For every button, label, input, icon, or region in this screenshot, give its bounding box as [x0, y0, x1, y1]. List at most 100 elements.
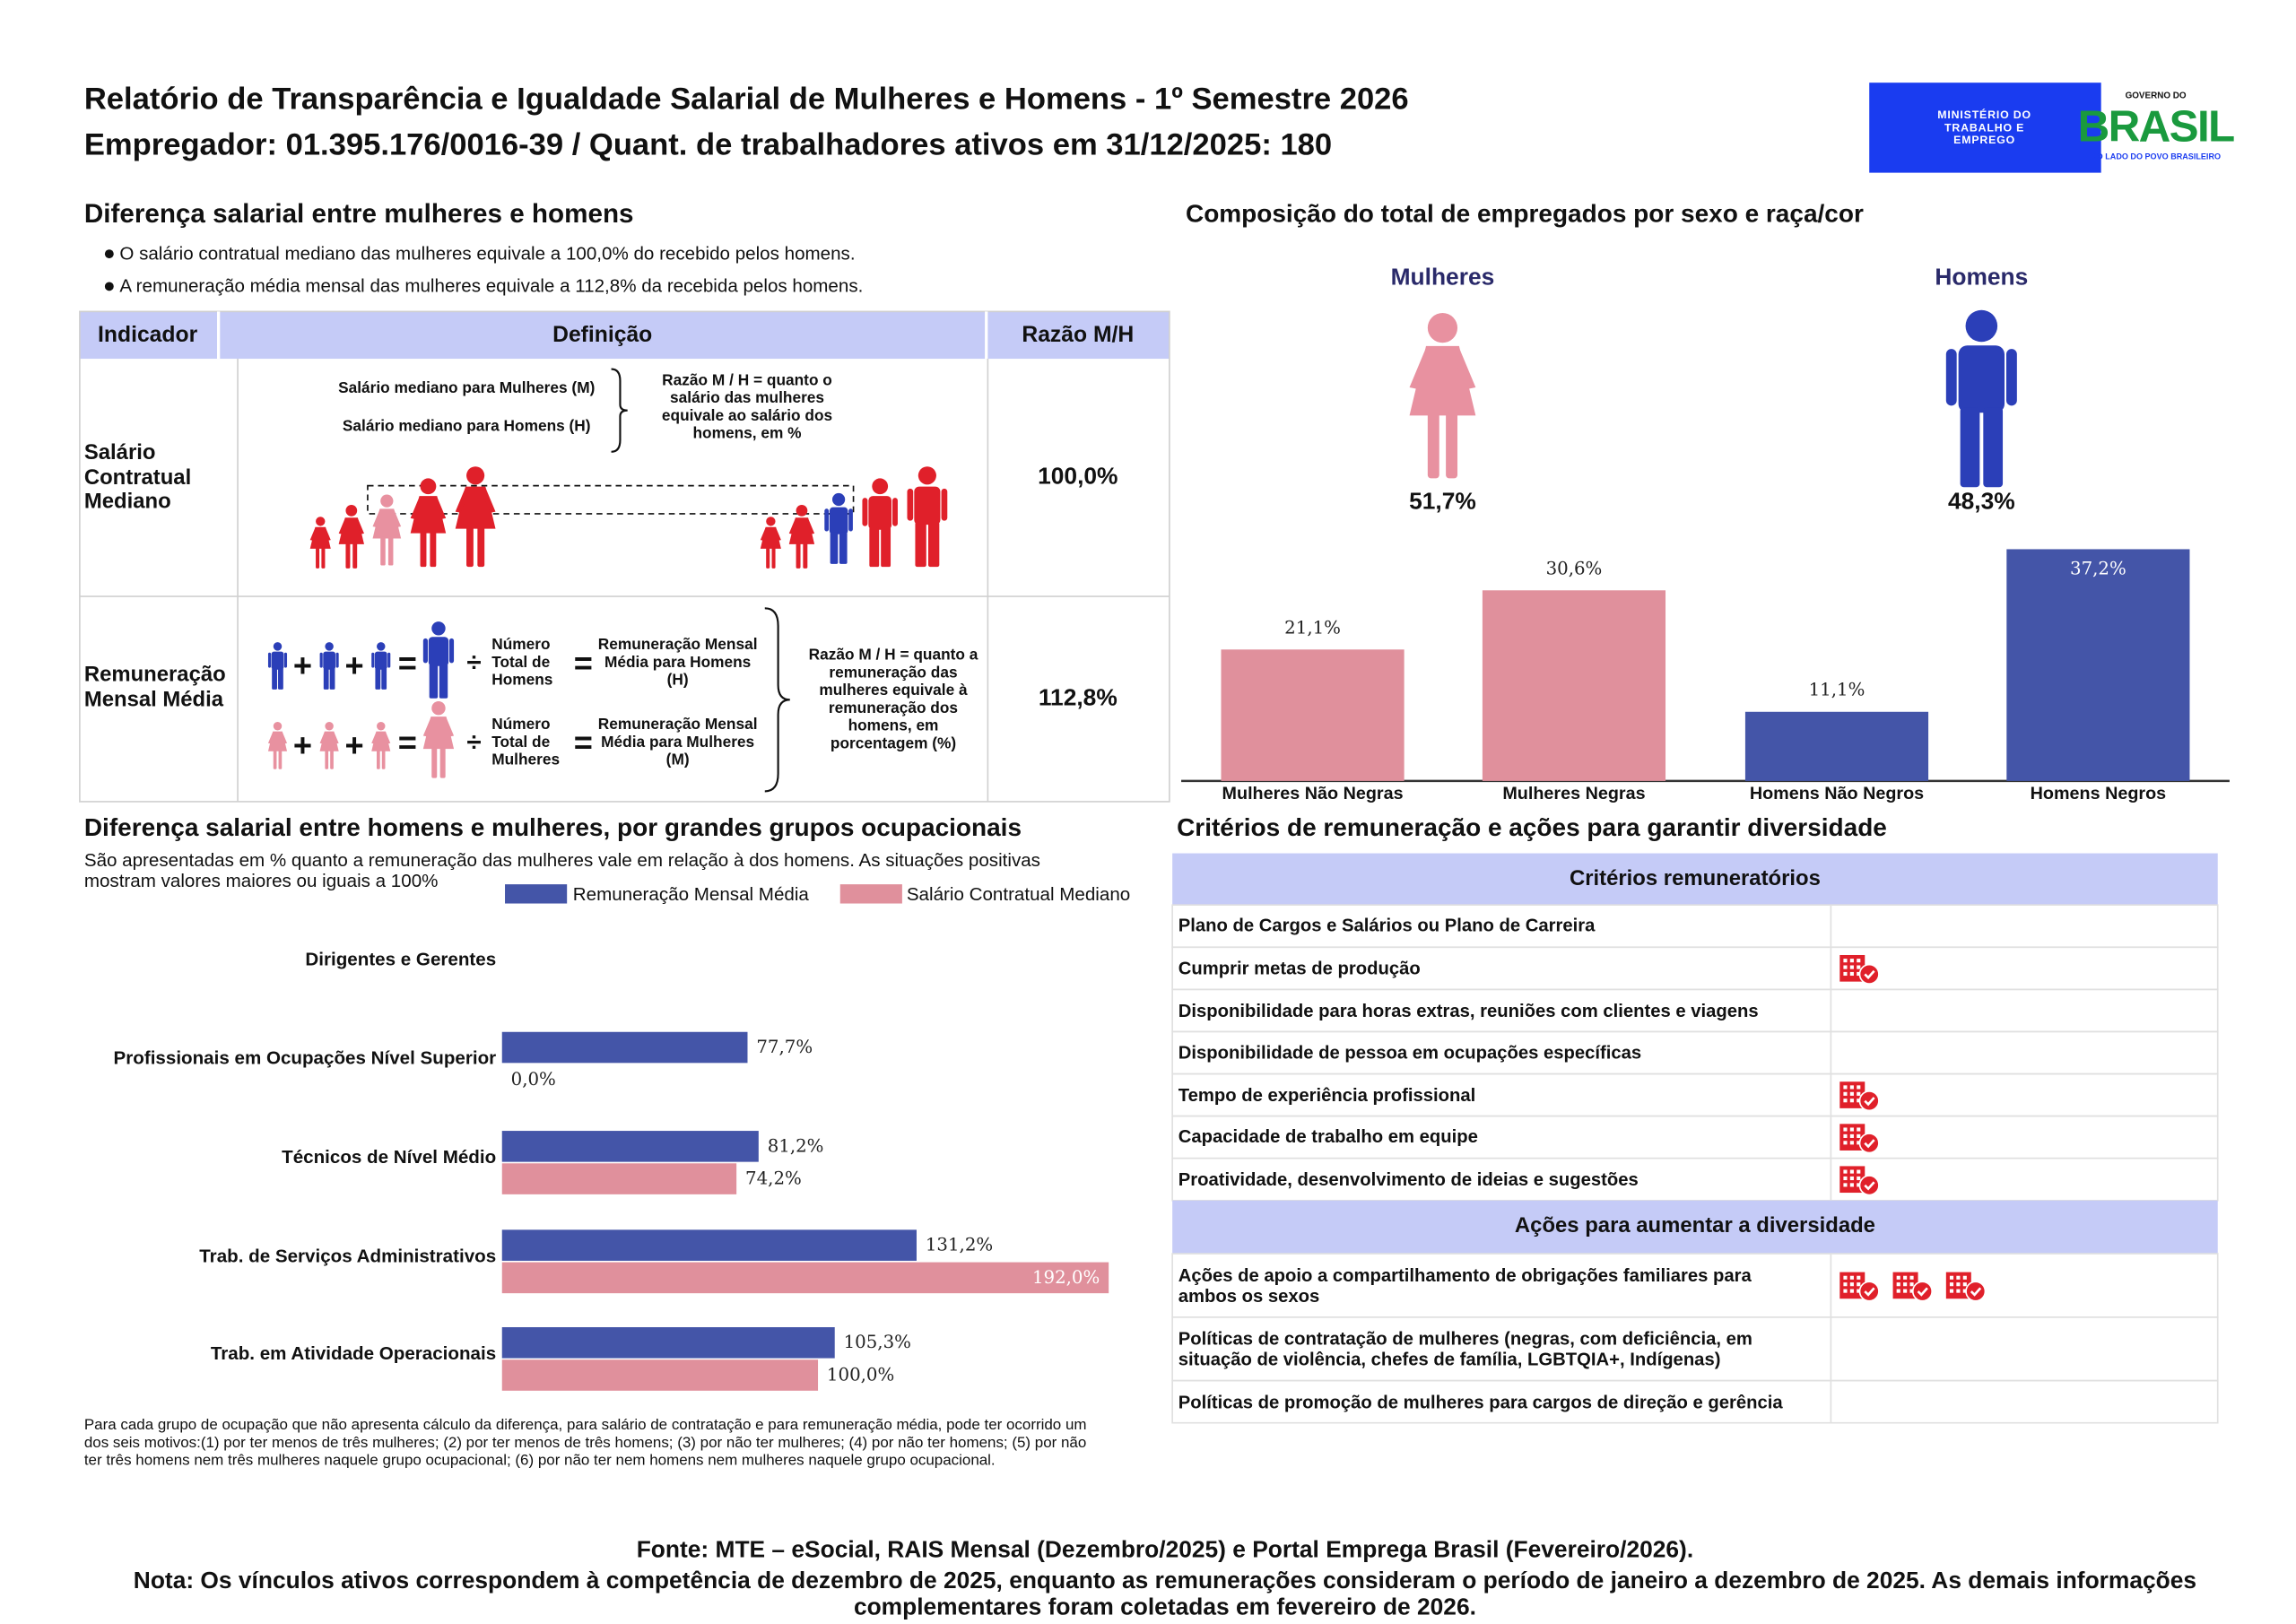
criteria-icon: [1839, 1081, 1880, 1112]
head: [431, 700, 446, 716]
bullet: [104, 249, 114, 259]
criteria-label: Disponibilidade de pessoa em ocupações e…: [1178, 1042, 1642, 1064]
woman-icon: [371, 722, 391, 769]
table-header: Indicador: [98, 322, 198, 348]
window: [1849, 959, 1854, 963]
leg: [803, 543, 808, 569]
window: [1843, 959, 1848, 963]
arms: [760, 527, 781, 541]
check: [1917, 1287, 1928, 1297]
check-bg: [1858, 1175, 1880, 1196]
window: [1849, 971, 1854, 977]
head: [377, 722, 386, 731]
legend-label: Salário Contratual Mediano: [906, 883, 1131, 905]
criteria-heading: Critérios remuneratórios: [1569, 866, 1821, 890]
ministry-logo-box: [1869, 83, 2101, 173]
value-label: 74,2%: [745, 1168, 802, 1189]
leg: [381, 668, 387, 690]
gov-logo-tagline: DO LADO DO POVO BRASILEIRO: [2091, 152, 2222, 162]
head: [325, 642, 334, 651]
check-bg: [1858, 1133, 1880, 1154]
report-title: Relatório de Transparência e Igualdade S…: [83, 83, 1409, 117]
window: [1903, 1289, 1908, 1293]
man-icon: [907, 466, 948, 568]
arm: [907, 488, 914, 521]
torso: [914, 486, 941, 525]
leg: [439, 747, 446, 778]
category-label: Homens Não Negros: [1749, 782, 1925, 803]
leg: [420, 531, 427, 568]
woman-icon: [338, 505, 364, 569]
head: [466, 466, 485, 485]
leg: [881, 526, 891, 568]
check-bg: [1858, 1090, 1880, 1112]
criteria-icon: [1839, 954, 1880, 985]
window: [1849, 1289, 1854, 1293]
footer-source: Fonte: MTE – eSocial, RAIS Mensal (Dezem…: [636, 1538, 1694, 1564]
leg: [278, 668, 283, 690]
window: [1849, 1099, 1854, 1103]
leg: [329, 668, 335, 690]
man-icon: [422, 621, 455, 699]
group-share: 48,3%: [1947, 490, 2015, 516]
criteria-icon: [1945, 1272, 1987, 1302]
criteria-label: Disponibilidade para horas extras, reuni…: [1178, 1000, 1759, 1021]
bar: [1744, 711, 1929, 781]
group-name: Mulheres: [1390, 265, 1495, 291]
woman-icon: [309, 517, 331, 569]
footer-note: Nota: Os vínculos ativos correspondem à …: [133, 1568, 2197, 1621]
criteria-icons: [1839, 1272, 1987, 1302]
arms: [338, 517, 364, 534]
window: [1849, 965, 1854, 969]
leg: [1446, 412, 1458, 479]
arms: [788, 517, 815, 534]
section-title: Composição do total de empregados por se…: [1185, 199, 1864, 228]
bar: [501, 1327, 835, 1359]
window: [1962, 1275, 1967, 1280]
bar: [1221, 649, 1405, 781]
head: [273, 722, 283, 731]
check: [1864, 1181, 1875, 1191]
value-label: 192,0%: [1031, 1266, 1100, 1288]
category-label: Homens Negros: [2030, 782, 2167, 803]
window: [1857, 1275, 1861, 1280]
window: [1843, 1099, 1848, 1103]
window: [1956, 1275, 1961, 1280]
head: [766, 517, 776, 526]
criteria-header-bg: [1172, 1200, 2218, 1255]
window: [1843, 1091, 1848, 1096]
value-label: 37,2%: [2070, 558, 2126, 579]
leg: [431, 747, 438, 778]
leg: [430, 531, 437, 568]
operator: +: [292, 647, 313, 684]
leg: [796, 543, 801, 569]
leg: [321, 547, 326, 569]
window: [1843, 971, 1848, 977]
torso: [829, 507, 848, 534]
definition-label: Número Total de Homens: [491, 636, 553, 690]
window: [1843, 965, 1848, 969]
arms: [371, 732, 391, 744]
woman-icon: [1409, 313, 1476, 479]
torso: [323, 651, 335, 670]
indicator: Salário Contratual Mediano: [83, 441, 192, 515]
window: [1857, 1183, 1861, 1187]
leg: [345, 543, 351, 569]
torso: [868, 496, 892, 530]
check-bg: [1858, 1281, 1880, 1302]
table-header: Razão M/H: [1022, 322, 1135, 348]
head: [918, 466, 936, 485]
woman-icon: [372, 494, 402, 566]
dashed-box: [367, 484, 855, 515]
leg: [1427, 412, 1439, 479]
bar: [2006, 549, 2190, 781]
value-label: 105,3%: [843, 1332, 911, 1353]
arm: [387, 652, 391, 668]
window: [1857, 1133, 1861, 1138]
criteria-icons: [1839, 1124, 1880, 1154]
bar: [501, 1131, 759, 1162]
bar: [501, 1163, 737, 1194]
brace: [764, 607, 790, 793]
leg: [387, 536, 394, 566]
